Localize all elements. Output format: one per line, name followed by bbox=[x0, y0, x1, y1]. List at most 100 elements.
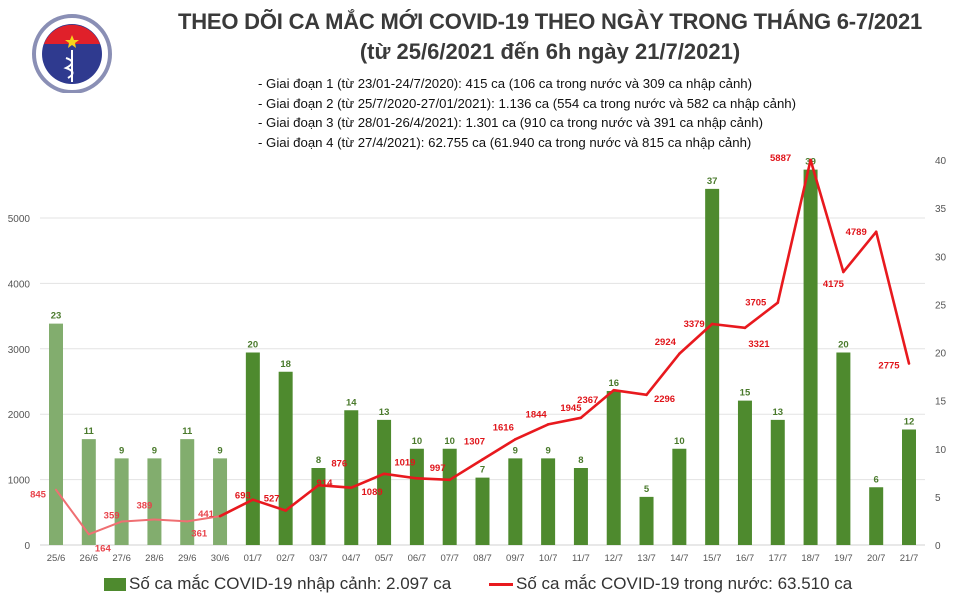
line-value-label: 4175 bbox=[823, 279, 845, 290]
line-segment bbox=[874, 230, 911, 365]
bar bbox=[639, 496, 654, 545]
line-segment bbox=[284, 483, 320, 512]
right-tick-label: 0 bbox=[935, 541, 941, 552]
bar-value-label: 10 bbox=[674, 436, 685, 447]
line-value-label: 2367 bbox=[577, 395, 598, 406]
phase-note: - Giai đoạn 3 (từ 28/01-26/4/2021): 1.30… bbox=[258, 115, 764, 130]
phase-note: - Giai đoạn 2 (từ 25/7/2020-27/01/2021):… bbox=[258, 95, 797, 111]
line-value-label: 3321 bbox=[748, 339, 770, 350]
line-value-label: 693 bbox=[235, 491, 251, 502]
x-tick-label: 15/7 bbox=[703, 553, 722, 564]
line-segment bbox=[809, 158, 845, 274]
line-segment bbox=[743, 301, 780, 330]
line-value-label: 1019 bbox=[394, 457, 415, 468]
line-value-label: 527 bbox=[264, 494, 280, 505]
ministry-of-health-logo bbox=[32, 14, 112, 93]
bar bbox=[245, 352, 260, 545]
x-tick-label: 18/7 bbox=[801, 553, 820, 564]
line-value-label: 441 bbox=[198, 509, 215, 520]
left-tick-label: 1000 bbox=[8, 476, 31, 487]
left-tick-label: 0 bbox=[24, 541, 30, 552]
bar-value-label: 37 bbox=[707, 176, 718, 187]
line-segment bbox=[481, 438, 517, 461]
bar bbox=[81, 439, 96, 545]
line-value-label: 5887 bbox=[770, 153, 791, 164]
bar bbox=[114, 458, 129, 545]
bar bbox=[442, 448, 457, 545]
bar bbox=[705, 188, 720, 545]
right-tick-label: 35 bbox=[935, 204, 947, 215]
left-tick-label: 3000 bbox=[8, 345, 31, 356]
line-segment bbox=[87, 520, 123, 536]
legend-bar-swatch bbox=[104, 577, 126, 591]
line-segment bbox=[349, 472, 386, 490]
bar-value-label: 8 bbox=[578, 455, 583, 466]
bar-value-label: 5 bbox=[644, 484, 650, 495]
line-segment bbox=[612, 388, 648, 397]
bar bbox=[836, 352, 851, 545]
line-segment bbox=[382, 472, 419, 480]
line-value-label: 1307 bbox=[464, 437, 485, 448]
bar-value-label: 9 bbox=[152, 445, 157, 456]
line-value-label: 3705 bbox=[745, 298, 767, 309]
bar bbox=[606, 391, 621, 545]
chart-title: THEO DÕI CA MẮC MỚI COVID-19 THEO NGÀY T… bbox=[177, 9, 923, 34]
legend-label: Số ca mắc COVID-19 trong nước: 63.510 ca bbox=[516, 574, 853, 593]
line-segment bbox=[120, 518, 156, 523]
x-tick-label: 04/7 bbox=[342, 553, 361, 564]
line-value-label: 389 bbox=[136, 501, 152, 512]
bar bbox=[147, 458, 162, 545]
line-segment bbox=[186, 515, 222, 523]
line-value-label: 845 bbox=[30, 490, 47, 501]
bar bbox=[213, 458, 228, 545]
line-value-label: 2775 bbox=[878, 361, 900, 372]
bar-value-label: 15 bbox=[740, 388, 751, 399]
phase-note: - Giai đoạn 4 (từ 27/4/2021): 62.755 ca … bbox=[258, 134, 752, 150]
bar bbox=[508, 458, 523, 545]
bar-value-label: 8 bbox=[316, 455, 321, 466]
line-segment bbox=[251, 498, 287, 512]
line-segment bbox=[678, 322, 714, 356]
bar bbox=[377, 419, 392, 545]
x-tick-label: 06/7 bbox=[408, 553, 427, 564]
bar-value-label: 6 bbox=[874, 474, 879, 485]
x-tick-label: 30/6 bbox=[211, 553, 230, 564]
bar-value-label: 14 bbox=[346, 397, 357, 408]
bar bbox=[869, 487, 884, 545]
legend-imported: Số ca mắc COVID-19 nhập cảnh: 2.097 ca bbox=[104, 574, 451, 594]
right-tick-label: 15 bbox=[935, 397, 947, 408]
right-tick-label: 10 bbox=[935, 445, 947, 456]
line-value-label: 1089 bbox=[362, 487, 383, 498]
bar bbox=[344, 410, 359, 545]
line-value-label: 3379 bbox=[684, 319, 705, 330]
bar-value-label: 13 bbox=[772, 407, 783, 418]
bar-value-label: 9 bbox=[545, 445, 550, 456]
bar-value-label: 12 bbox=[904, 417, 915, 428]
bar-value-label: 9 bbox=[217, 445, 222, 456]
right-tick-label: 20 bbox=[935, 349, 947, 360]
x-tick-label: 17/7 bbox=[769, 553, 788, 564]
bar bbox=[902, 429, 916, 545]
x-tick-label: 29/6 bbox=[178, 553, 197, 564]
bar-value-label: 20 bbox=[248, 340, 259, 351]
bar-value-label: 7 bbox=[480, 465, 485, 476]
bar bbox=[278, 371, 293, 545]
line-value-label: 1616 bbox=[493, 422, 514, 433]
x-tick-label: 20/7 bbox=[867, 553, 886, 564]
bar bbox=[737, 400, 752, 545]
plot-area: 0 1000 2000 3000 4000 5000 0 5 10 15 20 25 30 35 40 23 2… bbox=[8, 153, 947, 564]
x-tick-label: 25/6 bbox=[47, 553, 66, 564]
x-tick-label: 08/7 bbox=[473, 553, 492, 564]
line-value-label: 359 bbox=[104, 511, 120, 522]
bar-value-label: 16 bbox=[608, 378, 619, 389]
bar bbox=[180, 439, 195, 545]
x-tick-label: 19/7 bbox=[834, 553, 853, 564]
right-tick-label: 40 bbox=[935, 156, 947, 167]
x-tick-label: 03/7 bbox=[309, 553, 328, 564]
x-tick-label: 21/7 bbox=[900, 553, 919, 564]
line-segment bbox=[153, 518, 189, 523]
line-segment bbox=[415, 477, 451, 482]
phase-note: - Giai đoạn 1 (từ 23/01-24/7/2020): 415 … bbox=[258, 76, 753, 91]
line-segment bbox=[842, 230, 878, 274]
right-tick-label: 25 bbox=[935, 300, 947, 311]
